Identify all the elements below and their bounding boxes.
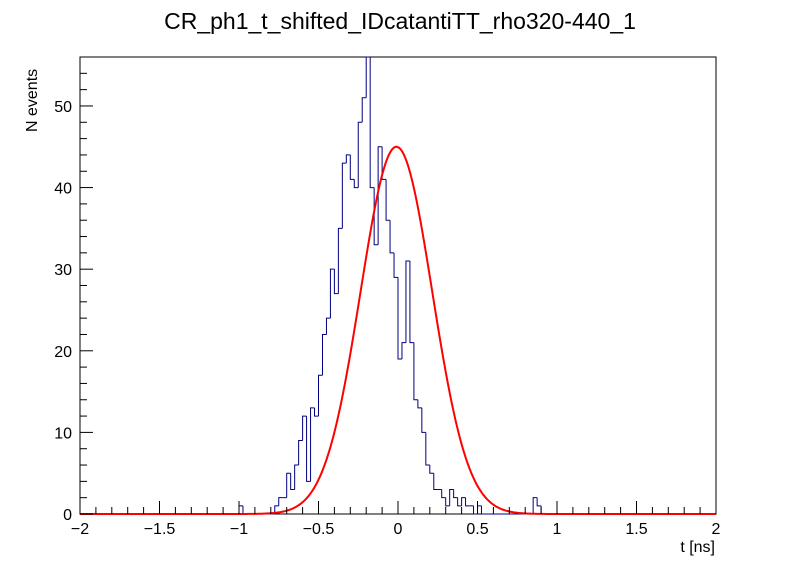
histogram-bin <box>306 416 311 482</box>
histogram-bin <box>298 440 303 466</box>
histogram-bin <box>337 227 343 294</box>
y-tick-label: 20 <box>54 344 72 361</box>
histogram-bin <box>397 277 402 360</box>
y-tick-label: 40 <box>54 181 72 198</box>
histogram-bin <box>405 260 410 343</box>
x-axis: −2 −1.5 −1 −0.5 0 0.5 1 1.5 2 <box>71 501 721 538</box>
histogram-bin <box>349 154 355 180</box>
histogram-bin <box>365 56 371 98</box>
histogram-bin <box>377 146 383 245</box>
histogram-bin <box>345 154 351 164</box>
histogram-bin <box>417 399 422 409</box>
histogram-bin <box>429 465 434 474</box>
histogram-bin <box>453 489 458 499</box>
histogram-bin <box>302 415 307 441</box>
histogram-bin <box>357 121 363 188</box>
gaussian-fit <box>80 145 716 515</box>
histogram-bin <box>445 497 450 507</box>
histogram-bin <box>480 505 486 515</box>
x-tick-label: 0.5 <box>466 521 488 538</box>
histogram-bin <box>421 407 426 433</box>
x-tick-label: 2 <box>712 521 721 538</box>
histogram-bin <box>310 407 315 482</box>
x-tick-label: 1 <box>553 521 562 538</box>
histogram-bin <box>461 497 466 506</box>
x-tick-label: 0 <box>394 521 403 538</box>
histogram-bin <box>381 146 387 180</box>
histogram-bin <box>473 505 478 515</box>
chart-title: CR_ph1_t_shifted_IDcatantiTT_rho320-440_… <box>164 8 636 34</box>
y-axis-label: N events <box>24 69 41 132</box>
histogram-bin <box>413 342 418 401</box>
histogram-bin <box>425 432 430 466</box>
histogram-bin <box>329 268 335 319</box>
histogram-bin <box>294 464 299 490</box>
y-tick-label: 0 <box>63 507 72 524</box>
histogram-bin <box>532 497 538 514</box>
y-tick-label: 50 <box>54 99 72 116</box>
x-tick-label: 1.5 <box>625 521 647 538</box>
x-axis-label: t [ns] <box>680 539 715 556</box>
histogram-bin <box>465 497 470 507</box>
histogram-bin <box>325 317 331 335</box>
y-axis: 0 10 20 30 40 50 <box>54 56 93 524</box>
histogram-bin <box>369 57 375 189</box>
histogram-bin <box>441 489 446 499</box>
histogram-bin <box>321 333 327 376</box>
fit-curve <box>80 145 716 515</box>
x-tick-label: −2 <box>71 521 89 538</box>
histogram-bin <box>286 472 291 498</box>
histogram-bin <box>449 489 454 506</box>
histogram-bin <box>318 374 323 417</box>
x-tick-label: −1 <box>230 521 248 538</box>
histogram-bin <box>433 473 438 491</box>
histogram-bin <box>385 179 391 221</box>
x-tick-label: −0.5 <box>303 521 335 538</box>
histogram-bin <box>409 261 414 344</box>
histogram-bin <box>314 407 319 417</box>
y-tick-label: 30 <box>54 262 72 279</box>
histogram-bin <box>333 269 339 295</box>
histogram-bin <box>278 497 283 506</box>
histogram-bin <box>389 220 395 254</box>
histogram-bin <box>401 342 406 359</box>
histogram-bin <box>353 179 359 189</box>
histogram-bin <box>290 473 295 491</box>
histogram-bin <box>393 252 398 278</box>
y-tick-label: 10 <box>54 425 72 442</box>
x-tick-label: −1.5 <box>144 521 176 538</box>
histogram-bin <box>361 97 367 123</box>
histogram-bin <box>341 162 347 229</box>
histogram-bin <box>536 497 542 507</box>
histogram-bin <box>274 505 279 514</box>
histogram-bin <box>457 497 462 507</box>
